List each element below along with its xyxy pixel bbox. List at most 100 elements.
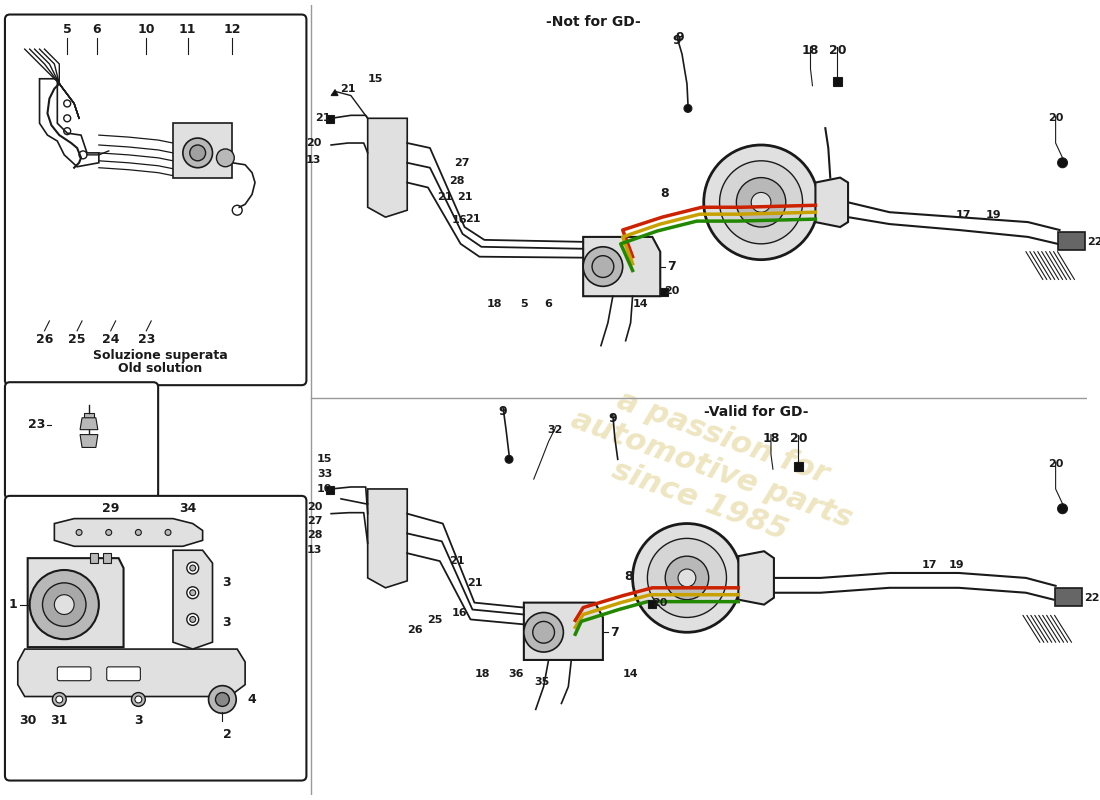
Text: -Not for GD-: -Not for GD- <box>546 14 640 29</box>
Text: 36: 36 <box>508 669 524 679</box>
Text: 19: 19 <box>986 210 1001 220</box>
FancyBboxPatch shape <box>4 14 307 385</box>
Text: 3: 3 <box>222 616 231 629</box>
Circle shape <box>704 145 818 260</box>
Text: 26: 26 <box>36 333 53 346</box>
Circle shape <box>190 617 196 622</box>
Circle shape <box>524 613 563 652</box>
Text: 9: 9 <box>498 405 507 418</box>
FancyBboxPatch shape <box>57 667 91 681</box>
Circle shape <box>190 145 206 161</box>
Bar <box>660 288 668 296</box>
Text: 18: 18 <box>474 669 491 679</box>
Text: 33: 33 <box>317 469 332 479</box>
Text: 24: 24 <box>102 333 120 346</box>
Text: 9: 9 <box>608 412 617 425</box>
Text: 6: 6 <box>544 299 552 309</box>
Text: 28: 28 <box>307 530 322 541</box>
Circle shape <box>216 693 229 706</box>
Text: 20: 20 <box>1048 114 1064 123</box>
Text: 27: 27 <box>307 515 322 526</box>
Text: 20: 20 <box>1048 459 1064 470</box>
Text: 2: 2 <box>223 728 232 741</box>
Text: 34: 34 <box>179 502 197 514</box>
Circle shape <box>76 530 82 535</box>
Polygon shape <box>80 418 98 430</box>
Circle shape <box>135 530 141 535</box>
Text: 21: 21 <box>437 192 452 202</box>
Text: 16: 16 <box>452 215 468 225</box>
Circle shape <box>532 622 554 643</box>
Text: 21: 21 <box>316 114 331 123</box>
Text: 10: 10 <box>317 484 332 494</box>
Text: 20: 20 <box>790 432 807 445</box>
Text: 16: 16 <box>452 607 468 618</box>
Polygon shape <box>331 90 338 95</box>
Bar <box>84 413 94 418</box>
Polygon shape <box>367 489 407 588</box>
Polygon shape <box>524 602 603 660</box>
Text: 5: 5 <box>63 23 72 36</box>
Circle shape <box>132 693 145 706</box>
Circle shape <box>736 178 785 227</box>
Text: 12: 12 <box>223 23 241 36</box>
Text: 9: 9 <box>675 31 684 44</box>
Circle shape <box>187 614 199 626</box>
Bar <box>794 462 803 471</box>
Bar <box>327 486 334 494</box>
Text: 21: 21 <box>449 556 464 566</box>
Circle shape <box>719 161 803 244</box>
Circle shape <box>54 594 74 614</box>
Text: Soluzione superata: Soluzione superata <box>92 349 228 362</box>
Circle shape <box>187 587 199 598</box>
Text: 10: 10 <box>138 23 155 36</box>
Circle shape <box>43 583 86 626</box>
Polygon shape <box>173 550 212 649</box>
Bar <box>648 600 657 607</box>
Circle shape <box>217 149 234 166</box>
Text: 4: 4 <box>248 693 256 706</box>
Text: 22: 22 <box>1087 237 1100 247</box>
Text: 20: 20 <box>306 138 321 148</box>
Text: 14: 14 <box>632 299 648 309</box>
Circle shape <box>183 138 212 168</box>
Bar <box>90 554 98 563</box>
Circle shape <box>648 538 726 618</box>
Text: 13: 13 <box>306 155 321 165</box>
Circle shape <box>165 530 170 535</box>
Polygon shape <box>583 237 660 296</box>
Circle shape <box>1057 504 1067 514</box>
Circle shape <box>632 523 741 632</box>
Text: 15: 15 <box>317 454 332 464</box>
Text: 1: 1 <box>9 598 18 611</box>
Text: 25: 25 <box>68 333 86 346</box>
Text: 9: 9 <box>673 34 681 47</box>
Text: 31: 31 <box>51 714 68 727</box>
Text: 13: 13 <box>307 546 322 555</box>
Circle shape <box>583 246 623 286</box>
Circle shape <box>678 569 696 587</box>
Text: 3: 3 <box>222 576 231 590</box>
Circle shape <box>209 686 236 714</box>
Text: -Valid for GD-: -Valid for GD- <box>704 405 808 419</box>
Text: 21: 21 <box>340 84 355 94</box>
Polygon shape <box>18 649 245 697</box>
Circle shape <box>30 570 99 639</box>
Text: 18: 18 <box>486 299 502 309</box>
Text: 20: 20 <box>829 44 847 57</box>
Text: 8: 8 <box>625 570 632 583</box>
Text: 7: 7 <box>609 626 618 638</box>
Bar <box>173 123 232 178</box>
Circle shape <box>187 562 199 574</box>
Text: 23: 23 <box>138 333 155 346</box>
Circle shape <box>106 530 112 535</box>
Text: 3: 3 <box>134 714 143 727</box>
Circle shape <box>53 693 66 706</box>
Circle shape <box>751 193 771 212</box>
Circle shape <box>190 590 196 596</box>
Text: 27: 27 <box>454 158 470 168</box>
Text: 11: 11 <box>179 23 197 36</box>
FancyBboxPatch shape <box>4 496 307 781</box>
Polygon shape <box>54 518 202 546</box>
Text: 21: 21 <box>466 578 482 588</box>
